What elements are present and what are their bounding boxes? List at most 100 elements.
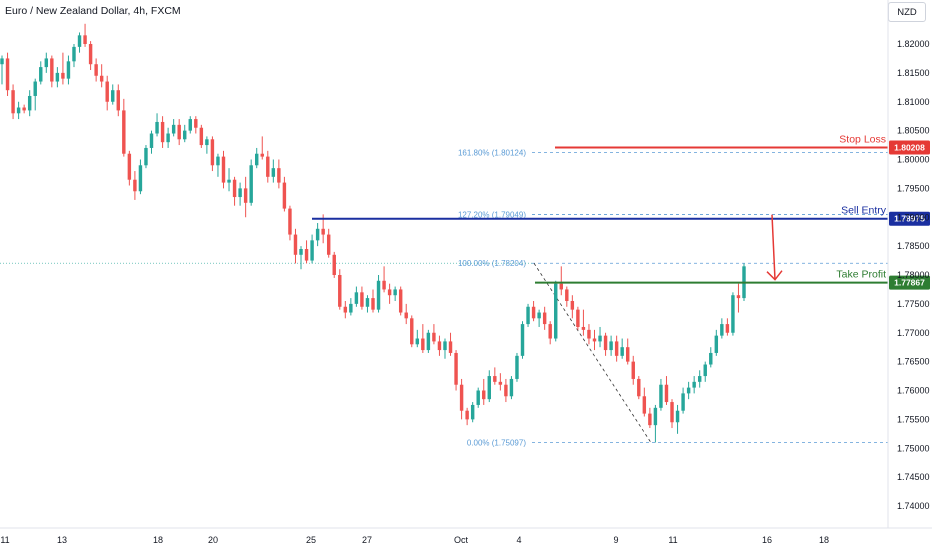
- chart-title: Euro / New Zealand Dollar, 4h, FXCM: [5, 5, 181, 17]
- candle-down: [570, 300, 575, 310]
- candle-down: [243, 188, 248, 203]
- candle-up: [216, 156, 220, 166]
- time-tick-label: 4: [516, 535, 521, 545]
- take-profit-price-tag-text: 1.77867: [894, 278, 925, 288]
- fib-label: 100.00% (1.78204): [458, 259, 526, 268]
- price-tick-label: 1.76500: [897, 357, 930, 367]
- candle-up: [426, 332, 431, 351]
- candle-down: [587, 329, 591, 339]
- candle-down: [105, 81, 109, 102]
- candle-down: [288, 208, 292, 235]
- candle-down: [642, 396, 647, 414]
- candle-up: [72, 46, 76, 62]
- candle-down: [465, 410, 469, 420]
- candle-down: [326, 234, 331, 255]
- candle-down: [88, 44, 93, 65]
- time-tick-label: 11: [668, 535, 677, 545]
- time-tick-label: Oct: [454, 535, 469, 545]
- candle-down: [504, 384, 508, 397]
- candle-down: [432, 332, 436, 342]
- candle-down: [631, 361, 635, 379]
- candle-down: [260, 153, 264, 157]
- fibonacci-levels: 161.80% (1.80124) 127.20% (1.79049) 100.00…: [0, 148, 888, 448]
- candle-up: [310, 240, 314, 261]
- candle-down: [482, 390, 486, 400]
- price-tick-label: 1.82000: [897, 39, 930, 49]
- candle-down: [614, 341, 619, 356]
- time-tick-label: 16: [762, 535, 772, 545]
- candle-up: [476, 390, 480, 405]
- candle-down: [664, 384, 669, 403]
- candle-up: [205, 139, 209, 146]
- price-tick-label: 1.80000: [897, 155, 930, 165]
- candle-down: [725, 324, 730, 333]
- candle-down: [404, 312, 408, 319]
- price-tick-label: 1.81500: [897, 68, 930, 78]
- candle-down: [199, 127, 204, 146]
- candle-up: [271, 168, 276, 177]
- candle-down: [277, 168, 281, 183]
- price-tick-label: 1.74500: [897, 472, 930, 482]
- candle-down: [11, 90, 15, 114]
- price-tick-label: 1.75500: [897, 414, 930, 424]
- candle-down: [637, 378, 641, 397]
- candle-down: [548, 324, 552, 339]
- price-tick-label: 1.79000: [897, 212, 930, 222]
- candle-down: [736, 295, 741, 299]
- candle-up: [55, 72, 60, 82]
- candle-up: [515, 355, 519, 379]
- candle-up: [393, 289, 397, 296]
- candle-down: [293, 234, 298, 255]
- candle-down: [371, 298, 375, 310]
- sell-arrow-head: [766, 270, 783, 281]
- candle-up: [254, 153, 259, 166]
- candle-up: [149, 133, 154, 148]
- fib-label: 127.20% (1.79049): [458, 210, 526, 219]
- sell-entry-label: Sell Entry: [841, 205, 887, 217]
- candle-up: [144, 147, 148, 166]
- candle-down: [531, 306, 536, 319]
- price-tick-label: 1.77000: [897, 328, 930, 338]
- candle-down: [83, 35, 87, 44]
- candle-down: [448, 341, 453, 353]
- candle-down: [194, 119, 198, 128]
- candle-up: [27, 95, 32, 111]
- candle-up: [39, 67, 43, 82]
- candle-up: [697, 376, 702, 382]
- candle-down: [116, 90, 121, 111]
- candle-down: [648, 413, 652, 426]
- candle-down: [266, 156, 270, 177]
- candle-down: [5, 58, 10, 91]
- candle-down: [61, 72, 65, 79]
- price-tick-label: 1.78500: [897, 241, 930, 251]
- candle-up: [376, 280, 381, 310]
- candle-down: [304, 249, 309, 261]
- candle-up: [443, 341, 447, 351]
- fib-label: 161.80% (1.80124): [458, 148, 526, 157]
- take-profit-price-tag: [889, 275, 930, 290]
- stop-loss-price-tag-text: 1.80208: [894, 142, 925, 152]
- candle-up: [470, 404, 475, 420]
- candle-down: [210, 139, 215, 166]
- stop-loss-price-tag: [889, 140, 930, 155]
- candle-down: [321, 228, 325, 235]
- candle-up: [415, 338, 420, 345]
- candle-up: [659, 384, 663, 408]
- price-tick-label: 1.74000: [897, 501, 930, 511]
- candles: [0, 23, 746, 443]
- candle-down: [387, 289, 392, 296]
- candle-down: [454, 352, 458, 385]
- candle-up: [487, 376, 492, 400]
- candle-up: [365, 298, 370, 307]
- price-tick-label: 1.75000: [897, 443, 930, 453]
- time-tick-label: 13: [57, 535, 67, 545]
- price-tick-label: 1.78000: [897, 270, 930, 280]
- candle-down: [122, 110, 126, 154]
- candle-up: [315, 228, 320, 241]
- candle-up: [653, 407, 658, 426]
- candle-up: [77, 35, 82, 47]
- candle-up: [66, 61, 71, 79]
- candle-up: [692, 381, 696, 388]
